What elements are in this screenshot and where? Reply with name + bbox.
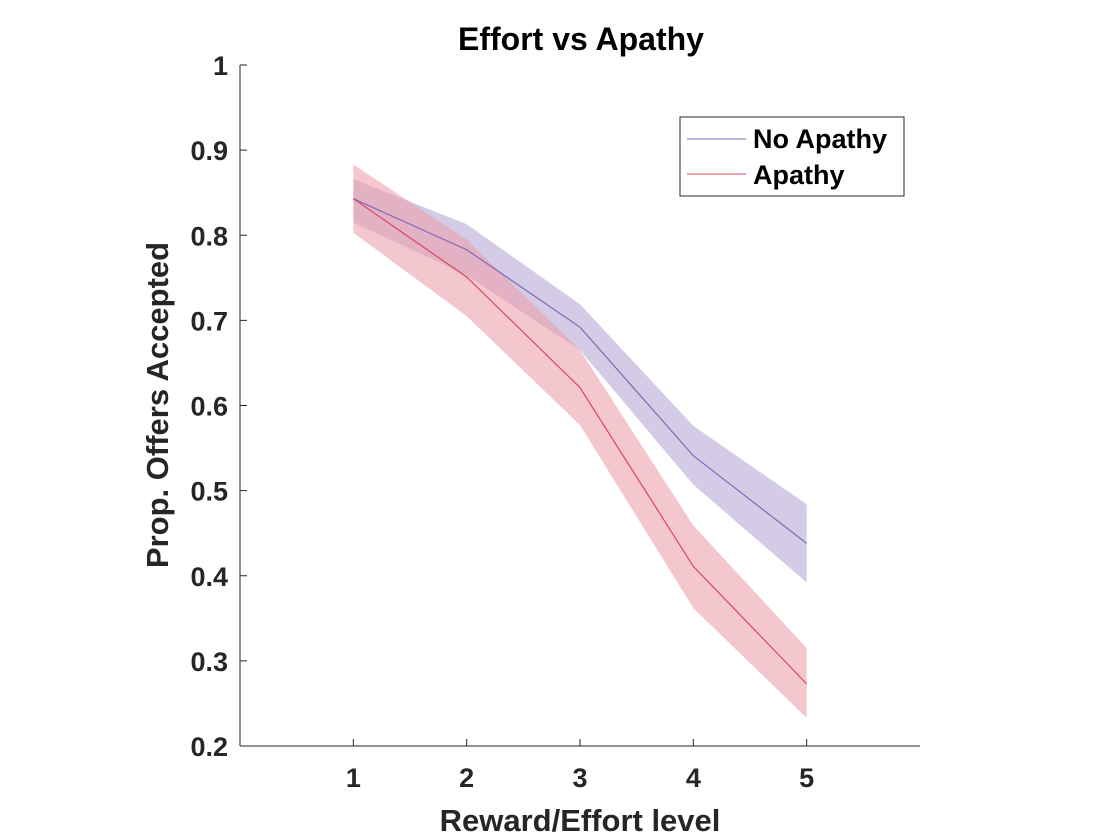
- legend-label-no-apathy: No Apathy: [753, 124, 887, 154]
- x-tick-label: 4: [686, 763, 701, 793]
- y-tick-label: 0.7: [190, 306, 228, 336]
- y-tick-label: 0.8: [190, 221, 228, 251]
- series-line-apathy: [352, 198, 808, 685]
- y-axis-label: Prop. Offers Accepted: [140, 242, 175, 568]
- confidence-bands: [353, 164, 807, 718]
- y-tick-label: 0.3: [190, 647, 228, 677]
- chart-title: Effort vs Apathy: [458, 21, 704, 57]
- legend: No Apathy Apathy: [679, 116, 905, 197]
- y-tick-label: 0.9: [190, 136, 228, 166]
- series-line-no-apathy: [353, 198, 808, 544]
- y-tick-label: 0.6: [190, 392, 228, 422]
- band-apathy: [353, 164, 807, 718]
- legend-box: [679, 116, 905, 197]
- series-lines: [352, 198, 808, 685]
- legend-label-apathy: Apathy: [753, 160, 845, 190]
- y-tick-label: 0.2: [190, 732, 228, 762]
- y-tick-label: 0.4: [190, 562, 228, 592]
- x-tick-label: 3: [572, 763, 587, 793]
- x-tick-label: 5: [799, 763, 814, 793]
- x-tick-label: 2: [459, 763, 474, 793]
- x-tick-label: 1: [346, 763, 361, 793]
- x-ticks: 1 2 3 4 5: [346, 739, 814, 793]
- y-tick-label: 1: [213, 51, 228, 81]
- y-ticks: 0.2 0.3 0.4 0.5 0.6 0.7 0.8 0.9 1: [190, 51, 247, 762]
- y-tick-label: 0.5: [190, 477, 228, 507]
- band-no-apathy: [353, 179, 807, 583]
- x-axis-label: Reward/Effort level: [440, 803, 721, 838]
